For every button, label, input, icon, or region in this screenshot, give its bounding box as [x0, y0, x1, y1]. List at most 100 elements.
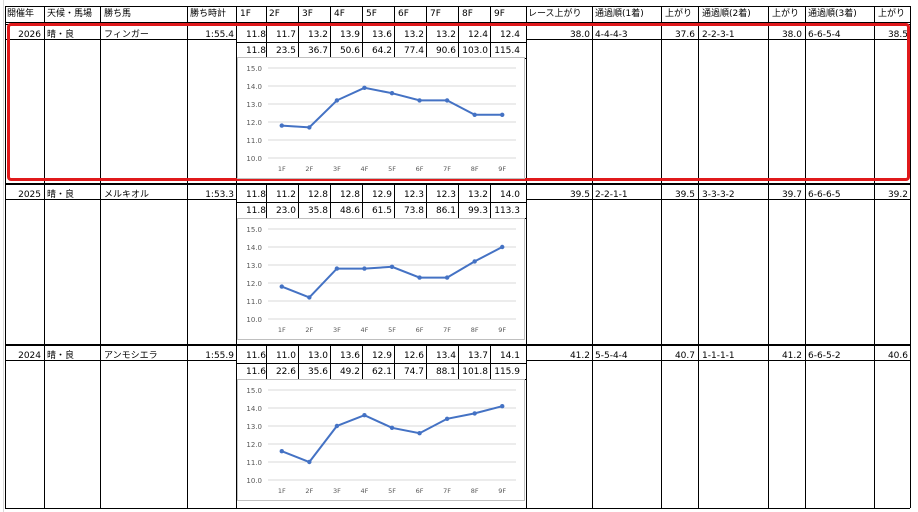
row-2-year[interactable]: 2025: [18, 190, 41, 200]
row-1-cum-2[interactable]: 23.5: [275, 46, 296, 56]
header-lap-6[interactable]: 6F: [398, 9, 409, 19]
row-3-cum-6[interactable]: 74.7: [403, 367, 424, 377]
header-pass-2nd[interactable]: 通過順(2着): [702, 9, 751, 19]
row-1-lap-7[interactable]: 13.2: [435, 30, 456, 40]
row-2-lap-7[interactable]: 12.3: [435, 190, 456, 200]
row-2-lap-4[interactable]: 12.8: [339, 190, 360, 200]
row-1-pass3[interactable]: 6-6-5-4: [808, 30, 841, 40]
row-1-cum-8[interactable]: 103.0: [462, 46, 488, 56]
row-3-cum-3[interactable]: 35.6: [307, 367, 328, 377]
row-1-cum-9[interactable]: 115.4: [494, 46, 520, 56]
row-3-cum-9[interactable]: 115.9: [494, 367, 520, 377]
row-1-lap-8[interactable]: 12.4: [467, 30, 488, 40]
row-3-cum-7[interactable]: 88.1: [435, 367, 456, 377]
row-1-lap-2[interactable]: 11.7: [275, 30, 296, 40]
row-3-pass2[interactable]: 1-1-1-1: [702, 351, 735, 361]
header-year[interactable]: 開催年: [7, 9, 35, 19]
row-3-lap-8[interactable]: 13.7: [467, 351, 488, 361]
row-1-lap-5[interactable]: 13.6: [371, 30, 392, 40]
header-race-last[interactable]: レース上がり: [528, 9, 582, 19]
row-3-cum-2[interactable]: 22.6: [275, 367, 296, 377]
row-3-pass1[interactable]: 5-5-4-4: [595, 351, 628, 361]
row-1-winner[interactable]: フィンガー: [104, 30, 149, 40]
row-3-lap-3[interactable]: 13.0: [307, 351, 328, 361]
row-1-cum-7[interactable]: 90.6: [435, 46, 456, 56]
row-2-lap-6[interactable]: 12.3: [403, 190, 424, 200]
row-3-last3[interactable]: 40.6: [887, 351, 908, 361]
row-3-pass3[interactable]: 6-6-5-2: [808, 351, 841, 361]
header-lap-2[interactable]: 2F: [269, 9, 280, 19]
header-pass-3rd[interactable]: 通過順(3着): [808, 9, 857, 19]
row-2-cum-5[interactable]: 61.5: [371, 206, 392, 216]
row-2-last1[interactable]: 39.5: [674, 190, 695, 200]
row-1-lap-1[interactable]: 11.8: [245, 30, 266, 40]
header-condition[interactable]: 天候・馬場: [47, 9, 93, 19]
row-1-lap-4[interactable]: 13.9: [339, 30, 360, 40]
lap-chart-3[interactable]: 15.0 14.0 13.0 12.0 11.0 10.0 1F 2F 3F 4F 5F 6F 7F 8F…: [237, 379, 525, 501]
row-3-cum-5[interactable]: 62.1: [371, 367, 392, 377]
row-1-last2[interactable]: 38.0: [781, 30, 802, 40]
row-2-cum-9[interactable]: 113.3: [494, 206, 520, 216]
lap-chart-1[interactable]: 15.0 14.0 13.0 12.0 11.0 10.0 1F 2F 3F 4F 5F 6F 7F 8F…: [237, 57, 525, 179]
header-lap-3[interactable]: 3F: [302, 9, 313, 19]
header-last-3rd[interactable]: 上がり: [878, 9, 906, 19]
row-2-lap-5[interactable]: 12.9: [371, 190, 392, 200]
row-2-lap-2[interactable]: 11.2: [275, 190, 296, 200]
header-last-2nd[interactable]: 上がり: [772, 9, 800, 19]
row-3-winner[interactable]: アンモシエラ: [104, 351, 158, 361]
row-3-lap-6[interactable]: 12.6: [403, 351, 424, 361]
row-2-winner[interactable]: メルキオル: [104, 190, 150, 200]
row-2-cum-7[interactable]: 86.1: [435, 206, 456, 216]
row-3-time[interactable]: 1:55.9: [205, 351, 234, 361]
row-3-year[interactable]: 2024: [18, 351, 41, 361]
row-1-lap-9[interactable]: 12.4: [499, 30, 520, 40]
row-2-last2[interactable]: 39.7: [781, 190, 802, 200]
row-2-cum-3[interactable]: 35.8: [307, 206, 328, 216]
row-3-lap-2[interactable]: 11.0: [275, 351, 296, 361]
row-3-cum-1[interactable]: 11.6: [245, 367, 266, 377]
row-1-year[interactable]: 2026: [18, 30, 41, 40]
row-1-lap-6[interactable]: 13.2: [403, 30, 424, 40]
row-2-cum-4[interactable]: 48.6: [339, 206, 360, 216]
row-3-cum-4[interactable]: 49.2: [339, 367, 360, 377]
row-2-cum-6[interactable]: 73.8: [403, 206, 424, 216]
row-1-lap-3[interactable]: 13.2: [307, 30, 328, 40]
row-3-race-last[interactable]: 41.2: [569, 351, 590, 361]
header-last-1st[interactable]: 上がり: [665, 9, 693, 19]
row-2-lap-3[interactable]: 12.8: [307, 190, 328, 200]
row-3-lap-4[interactable]: 13.6: [339, 351, 360, 361]
row-3-cum-8[interactable]: 101.8: [462, 367, 488, 377]
row-3-last1[interactable]: 40.7: [674, 351, 695, 361]
lap-chart-2[interactable]: 15.0 14.0 13.0 12.0 11.0 10.0 1F 2F 3F 4F 5F 6F 7F 8F…: [237, 218, 525, 340]
header-lap-5[interactable]: 5F: [366, 9, 377, 19]
row-3-lap-7[interactable]: 13.4: [435, 351, 456, 361]
row-2-time[interactable]: 1:53.3: [205, 190, 234, 200]
header-lap-9[interactable]: 9F: [494, 9, 505, 19]
header-lap-8[interactable]: 8F: [462, 9, 473, 19]
row-2-lap-1[interactable]: 11.8: [245, 190, 266, 200]
header-lap-1[interactable]: 1F: [240, 9, 251, 19]
row-2-lap-9[interactable]: 14.0: [499, 190, 520, 200]
row-1-cum-4[interactable]: 50.6: [339, 46, 360, 56]
row-2-pass2[interactable]: 3-3-3-2: [702, 190, 735, 200]
row-1-last3[interactable]: 38.5: [887, 30, 908, 40]
row-1-last1[interactable]: 37.6: [674, 30, 695, 40]
row-1-cum-5[interactable]: 64.2: [371, 46, 392, 56]
row-2-race-last[interactable]: 39.5: [569, 190, 590, 200]
row-2-lap-8[interactable]: 13.2: [467, 190, 488, 200]
row-2-pass1[interactable]: 2-2-1-1: [595, 190, 628, 200]
row-3-last2[interactable]: 41.2: [781, 351, 802, 361]
row-1-cum-3[interactable]: 36.7: [307, 46, 328, 56]
row-1-cum-6[interactable]: 77.4: [403, 46, 424, 56]
row-2-cum-8[interactable]: 99.3: [467, 206, 488, 216]
header-lap-7[interactable]: 7F: [430, 9, 441, 19]
row-1-pass1[interactable]: 4-4-4-3: [595, 30, 628, 40]
header-lap-4[interactable]: 4F: [334, 9, 345, 19]
row-2-cum-1[interactable]: 11.8: [245, 206, 266, 216]
header-winner[interactable]: 勝ち馬: [104, 9, 132, 19]
row-1-race-last[interactable]: 38.0: [569, 30, 590, 40]
row-2-last3[interactable]: 39.2: [887, 190, 908, 200]
header-pass-1st[interactable]: 通過順(1着): [595, 9, 644, 19]
row-1-condition[interactable]: 晴・良: [47, 30, 75, 40]
row-3-lap-5[interactable]: 12.9: [371, 351, 392, 361]
